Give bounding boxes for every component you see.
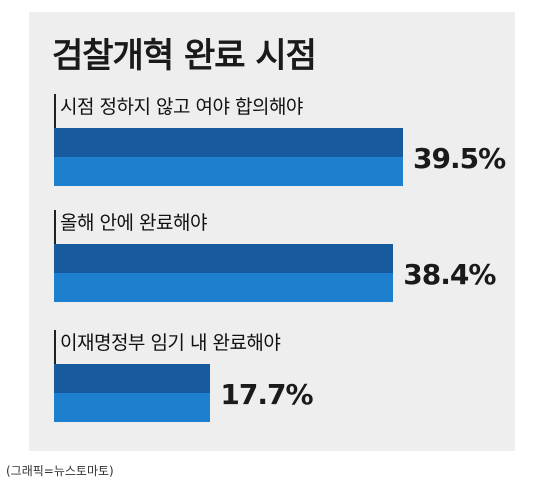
value-label: 39.5% (413, 142, 506, 175)
label-rule (54, 94, 56, 128)
chart-title: 검찰개혁 완료 시점 (52, 36, 317, 76)
source-caption: (그래픽=뉴스토마토) (6, 464, 114, 478)
bar (54, 364, 211, 422)
bar (54, 244, 394, 302)
label-rule (54, 210, 56, 244)
value-label: 38.4% (403, 258, 496, 291)
category-label: 올해 안에 완료해야 (60, 212, 207, 234)
value-label: 17.7% (220, 378, 313, 411)
bar (54, 128, 403, 186)
category-label: 이재명정부 임기 내 완료해야 (60, 332, 281, 354)
category-label: 시점 정하지 않고 여야 합의해야 (60, 96, 303, 118)
label-rule (54, 330, 56, 364)
